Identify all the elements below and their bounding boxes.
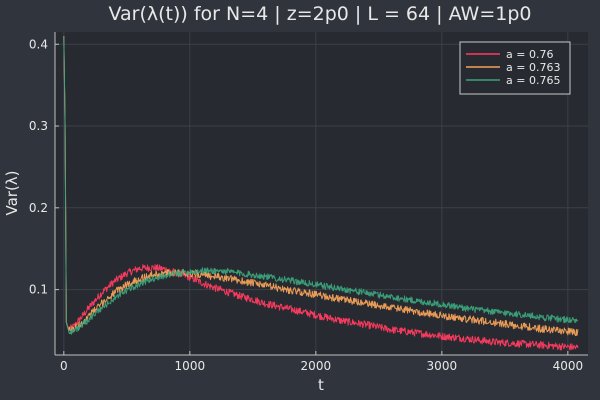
y-tick-label: 0.1 — [29, 283, 48, 297]
x-tick-label: 0 — [60, 359, 68, 373]
x-tick-label: 1000 — [175, 359, 206, 373]
y-axis-label: Var(λ) — [3, 170, 21, 215]
y-tick-label: 0.3 — [29, 119, 48, 133]
legend-entry-label: a = 0.765 — [506, 74, 560, 87]
legend-entry-label: a = 0.76 — [506, 48, 553, 61]
legend-box — [459, 41, 571, 95]
series-line — [63, 36, 579, 335]
x-tick-label: 2000 — [301, 359, 332, 373]
chart-title: Var(λ(t)) for N=4 | z=2p0 | L = 64 | AW=… — [109, 3, 532, 25]
axes — [54, 32, 588, 356]
series-line — [63, 36, 579, 351]
x-tick-label: 3000 — [427, 359, 458, 373]
series-layer — [63, 36, 579, 351]
legend-entry-label: a = 0.763 — [506, 61, 560, 74]
y-tick-label: 0.4 — [29, 37, 48, 51]
x-tick-label: 4000 — [553, 359, 584, 373]
y-tick-label: 0.2 — [29, 201, 48, 215]
x-axis-label: t — [318, 376, 324, 394]
tick-labels: 0 1000 2000 3000 4000 0.1 0.2 0.3 0.4 — [29, 37, 583, 373]
